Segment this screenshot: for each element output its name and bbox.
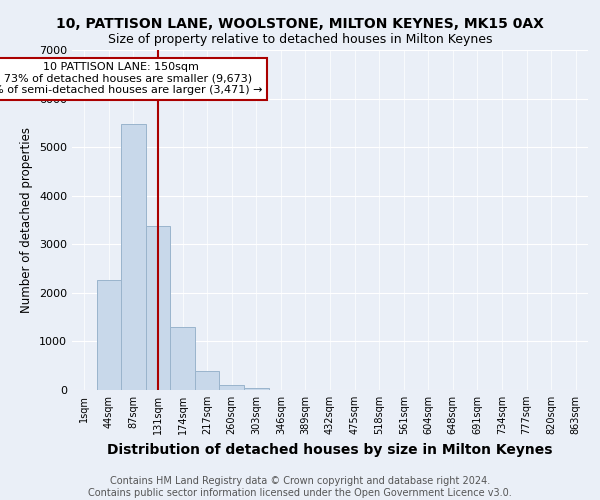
X-axis label: Distribution of detached houses by size in Milton Keynes: Distribution of detached houses by size … [107, 442, 553, 456]
Bar [170, 328, 195, 390]
Text: Size of property relative to detached houses in Milton Keynes: Size of property relative to detached ho… [108, 32, 492, 46]
Y-axis label: Number of detached properties: Number of detached properties [20, 127, 34, 313]
Bar [121, 124, 146, 390]
Text: 10 PATTISON LANE: 150sqm
← 73% of detached houses are smaller (9,673)
26% of sem: 10 PATTISON LANE: 150sqm ← 73% of detach… [0, 62, 263, 96]
Bar [97, 280, 121, 390]
Bar [220, 384, 244, 390]
Bar [146, 226, 170, 390]
Text: 10, PATTISON LANE, WOOLSTONE, MILTON KEYNES, MK15 0AX: 10, PATTISON LANE, WOOLSTONE, MILTON KEY… [56, 18, 544, 32]
Bar [244, 388, 269, 390]
Text: Contains HM Land Registry data © Crown copyright and database right 2024.
Contai: Contains HM Land Registry data © Crown c… [88, 476, 512, 498]
Bar [195, 371, 220, 390]
